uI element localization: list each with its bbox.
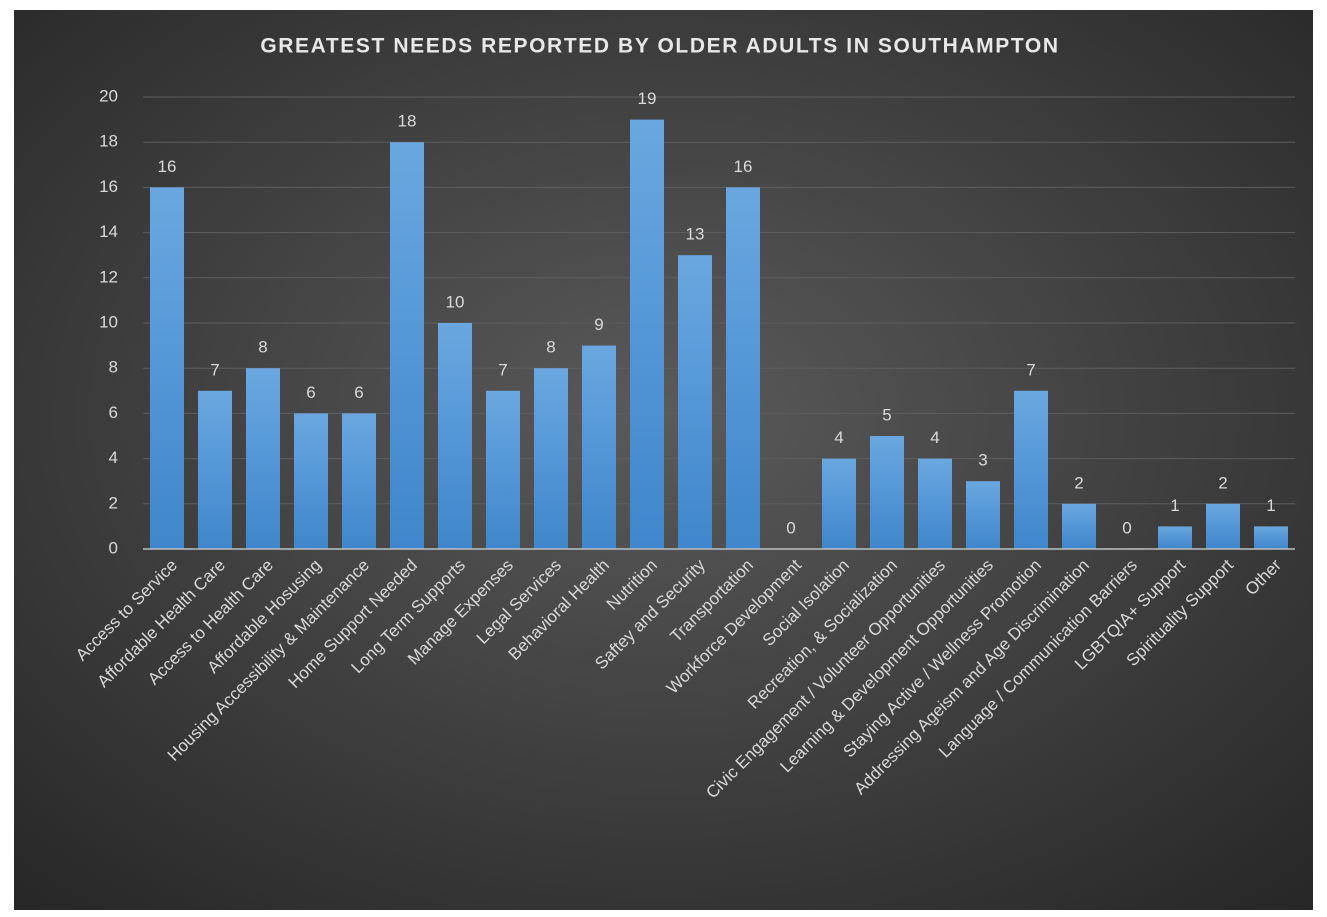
bar xyxy=(198,390,232,549)
bar xyxy=(582,345,616,549)
y-tick-label: 18 xyxy=(99,132,118,151)
y-tick-label: 4 xyxy=(109,448,118,467)
data-label: 1 xyxy=(1170,496,1179,515)
data-label: 6 xyxy=(306,383,315,402)
bar xyxy=(678,255,712,549)
bar xyxy=(822,458,856,549)
data-label: 16 xyxy=(158,157,177,176)
y-tick-label: 12 xyxy=(99,267,118,286)
data-label: 2 xyxy=(1218,473,1227,492)
bar xyxy=(1062,503,1096,549)
bar xyxy=(1158,526,1192,549)
bar xyxy=(246,368,280,549)
y-tick-label: 2 xyxy=(109,493,118,512)
bar xyxy=(294,413,328,549)
y-tick-label: 0 xyxy=(109,538,118,557)
data-label: 5 xyxy=(882,405,891,424)
y-tick-label: 8 xyxy=(109,358,118,377)
data-label: 13 xyxy=(686,225,705,244)
data-label: 0 xyxy=(786,518,795,537)
data-label: 6 xyxy=(354,383,363,402)
data-label: 4 xyxy=(834,428,843,447)
data-label: 4 xyxy=(930,428,939,447)
bar xyxy=(966,481,1000,549)
data-label: 7 xyxy=(1026,360,1035,379)
bar xyxy=(870,436,904,549)
bar xyxy=(438,323,472,549)
y-tick-label: 10 xyxy=(99,312,118,331)
data-label: 7 xyxy=(210,360,219,379)
bar xyxy=(1206,503,1240,549)
data-label: 10 xyxy=(446,292,465,311)
y-tick-label: 16 xyxy=(99,177,118,196)
data-label: 19 xyxy=(638,89,657,108)
bar xyxy=(150,187,184,549)
data-label: 16 xyxy=(734,157,753,176)
data-label: 9 xyxy=(594,315,603,334)
data-label: 18 xyxy=(398,112,417,131)
data-label: 8 xyxy=(546,338,555,357)
bar xyxy=(534,368,568,549)
data-label: 3 xyxy=(978,451,987,470)
bar xyxy=(630,119,664,549)
bar xyxy=(390,142,424,549)
bar xyxy=(726,187,760,549)
bar xyxy=(1254,526,1288,549)
y-tick-label: 14 xyxy=(99,222,118,241)
bar xyxy=(486,390,520,549)
data-label: 0 xyxy=(1122,518,1131,537)
data-label: 2 xyxy=(1074,473,1083,492)
y-tick-label: 6 xyxy=(109,403,118,422)
bar xyxy=(918,458,952,549)
bar xyxy=(342,413,376,549)
y-tick-label: 20 xyxy=(99,86,118,105)
bar xyxy=(1014,390,1048,549)
data-label: 8 xyxy=(258,338,267,357)
data-label: 7 xyxy=(498,360,507,379)
data-label: 1 xyxy=(1266,496,1275,515)
chart-title: GREATEST NEEDS REPORTED BY OLDER ADULTS … xyxy=(260,35,1059,58)
